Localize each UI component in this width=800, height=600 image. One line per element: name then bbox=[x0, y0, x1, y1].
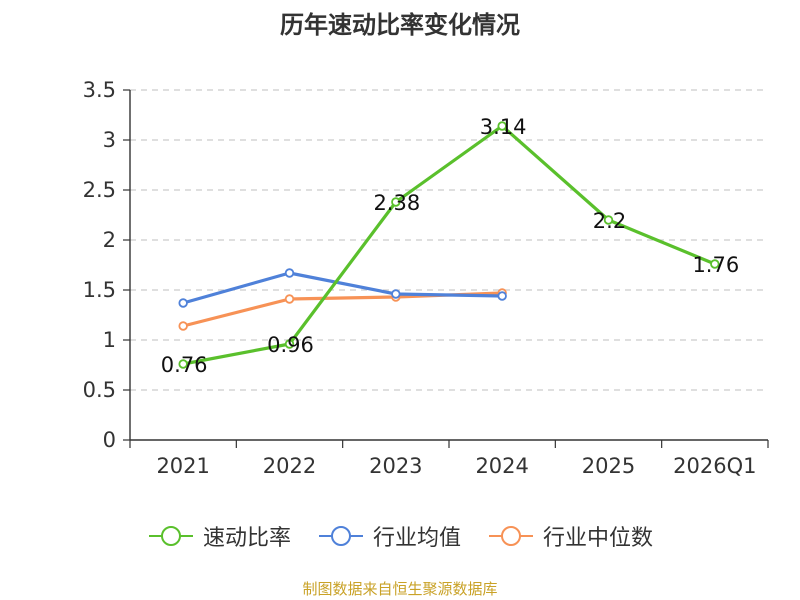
data-point-quick-ratio bbox=[284, 339, 295, 349]
chart-title: 历年速动比率变化情况 bbox=[280, 11, 520, 39]
data-point-industry-median bbox=[284, 294, 295, 304]
legend-label-quick-ratio: 速动比率 bbox=[202, 526, 291, 551]
data-label: 3.14 bbox=[480, 115, 527, 139]
x-tick-label: 2024 bbox=[475, 454, 528, 478]
data-point-quick-ratio bbox=[497, 121, 507, 131]
legend-label-industry-median: 行业中位数 bbox=[543, 526, 654, 551]
y-tick-label: 1 bbox=[103, 328, 116, 352]
legend-label-industry-avg: 行业均值 bbox=[372, 526, 461, 551]
y-tick-label: 3 bbox=[103, 128, 116, 152]
y-tick-label: 1.5 bbox=[83, 278, 116, 302]
data-point-industry-avg bbox=[284, 268, 295, 278]
legend-item-industry-avg[interactable]: 行业均值 bbox=[317, 520, 461, 552]
series-line-quick-ratio bbox=[182, 124, 716, 366]
data-label: 0.76 bbox=[161, 353, 208, 377]
data-point-industry-avg bbox=[497, 291, 507, 301]
legend-item-industry-median[interactable]: 行业中位数 bbox=[487, 520, 653, 552]
data-point-industry-avg bbox=[178, 298, 188, 308]
legend-marker-quick-ratio bbox=[148, 526, 193, 546]
y-tick-label: 3.5 bbox=[83, 78, 116, 102]
data-label: 1.76 bbox=[692, 253, 739, 277]
x-tick-label: 2023 bbox=[369, 454, 422, 478]
legend-marker-industry-avg bbox=[318, 526, 363, 546]
y-tick-label: 2 bbox=[103, 228, 116, 252]
data-label: 2.2 bbox=[593, 209, 626, 233]
data-point-quick-ratio bbox=[710, 259, 720, 269]
data-point-quick-ratio bbox=[603, 215, 614, 225]
x-tick-label: 2025 bbox=[582, 454, 635, 478]
x-tick-label: 2021 bbox=[156, 454, 209, 478]
legend-marker-industry-median bbox=[489, 526, 533, 546]
legend-item-quick-ratio[interactable]: 速动比率 bbox=[147, 520, 291, 552]
y-tick-label: 0 bbox=[103, 428, 116, 452]
x-tick-label: 2022 bbox=[263, 454, 316, 478]
data-point-quick-ratio bbox=[391, 197, 401, 207]
series-line-industry-median bbox=[182, 291, 503, 328]
data-label: 2.38 bbox=[373, 191, 420, 215]
data-point-industry-avg bbox=[391, 289, 401, 299]
data-point-industry-median bbox=[178, 321, 188, 331]
x-tick-label: 2026Q1 bbox=[673, 454, 756, 478]
y-tick-label: 2.5 bbox=[83, 178, 116, 202]
data-source-note: 制图数据来自恒生聚源数据库 bbox=[302, 580, 498, 598]
y-tick-label: 0.5 bbox=[83, 378, 116, 402]
chart-legend: 速动比率 行业均值 行业中位数 bbox=[0, 520, 800, 552]
series-line-industry-avg bbox=[182, 271, 503, 305]
data-point-quick-ratio bbox=[178, 359, 188, 369]
data-label: 0.96 bbox=[267, 333, 314, 357]
